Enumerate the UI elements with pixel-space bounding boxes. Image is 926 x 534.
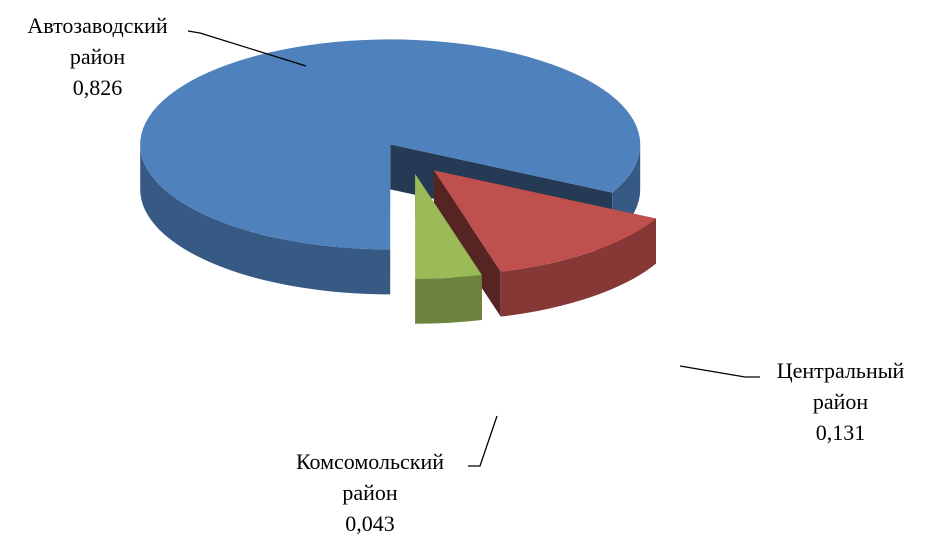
- slice: [415, 173, 482, 279]
- leader-line: [679, 365, 760, 378]
- slice-side: [500, 218, 656, 317]
- slice: [433, 170, 656, 272]
- slice: [140, 39, 641, 250]
- value-label: 0,826: [72, 75, 123, 100]
- slice-wall: [433, 170, 501, 317]
- leader-line: [468, 415, 498, 467]
- data-label: Комсомольский район 0,043: [275, 446, 465, 534]
- slice-side: [140, 144, 391, 295]
- category-label: Центральный район: [776, 358, 905, 414]
- leader-line: [187, 30, 307, 67]
- category-label: Автозаводский район: [27, 13, 168, 69]
- category-label: Комсомольский район: [295, 449, 445, 505]
- data-label: Центральный район 0,131: [748, 355, 926, 448]
- value-label: 0,131: [815, 420, 866, 445]
- slice-side: [415, 275, 482, 324]
- data-label: Автозаводский район 0,826: [5, 10, 190, 103]
- value-label: 0,043: [345, 511, 395, 534]
